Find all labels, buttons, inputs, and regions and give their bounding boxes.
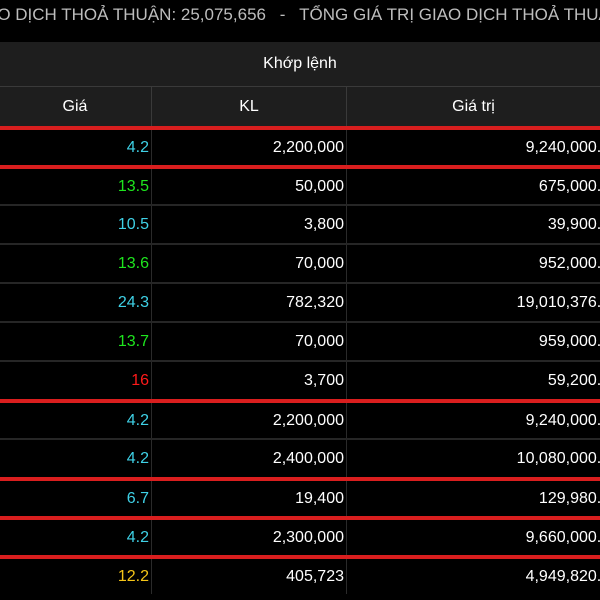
price-cell: 4.2 (126, 529, 149, 546)
column-divider (346, 440, 347, 477)
column-divider (346, 403, 347, 438)
price-cell: 13.7 (117, 333, 149, 350)
column-divider (346, 245, 347, 282)
volume-cell: 782,320 (286, 294, 344, 311)
column-divider (346, 130, 347, 165)
summary-bar: AO DỊCH THOẢ THUẬN: 25,075,656 - TỔNG GI… (0, 0, 600, 30)
column-divider (346, 284, 347, 321)
volume-cell: 405,723 (286, 568, 344, 585)
column-divider (151, 130, 152, 165)
summary-separator: - (279, 5, 286, 24)
column-divider (151, 169, 152, 204)
table-row[interactable]: 4.2 2,400,000 10,080,000.00 (0, 438, 600, 477)
value-cell: 10,080,000.00 (516, 450, 600, 467)
price-cell: 16 (131, 372, 149, 389)
table-row[interactable]: 12.2 405,723 4,949,820.60 (0, 555, 600, 594)
volume-cell: 2,200,000 (272, 139, 344, 156)
column-divider (151, 440, 152, 477)
column-divider (346, 520, 347, 555)
volume-cell: 3,800 (303, 216, 344, 233)
column-header-value[interactable]: Giá trị (452, 98, 495, 115)
price-cell: 10.5 (117, 216, 149, 233)
table-row[interactable]: 4.2 2,200,000 9,240,000.00 (0, 126, 600, 165)
price-cell: 13.6 (117, 255, 149, 272)
price-cell: 4.2 (126, 450, 149, 467)
column-divider (346, 362, 347, 399)
price-cell: 24.3 (117, 294, 149, 311)
price-cell: 13.5 (117, 178, 149, 195)
table-row[interactable]: 10.5 3,800 39,900.00 (0, 204, 600, 243)
table-row[interactable]: 13.5 50,000 675,000.00 (0, 165, 600, 204)
column-divider (346, 481, 347, 516)
volume-cell: 2,300,000 (272, 529, 344, 546)
column-divider (346, 87, 347, 126)
table-row[interactable]: 13.7 70,000 959,000.00 (0, 321, 600, 360)
table-row[interactable]: 13.6 70,000 952,000.00 (0, 243, 600, 282)
column-divider (346, 559, 347, 594)
price-cell: 4.2 (126, 412, 149, 429)
value-cell: 959,000.00 (538, 333, 600, 350)
volume-cell: 50,000 (295, 178, 344, 195)
column-divider (151, 245, 152, 282)
volume-cell: 19,400 (295, 490, 344, 507)
column-divider (346, 323, 347, 360)
group-header-label: Khớp lệnh (263, 55, 337, 72)
table-row[interactable]: 24.3 782,320 19,010,376.00 (0, 282, 600, 321)
value-cell: 19,010,376.00 (516, 294, 600, 311)
volume-cell: 2,200,000 (272, 412, 344, 429)
value-cell: 4,949,820.60 (525, 568, 600, 585)
value-cell: 675,000.00 (538, 178, 600, 195)
column-headers: Giá KL Giá trị (0, 87, 600, 126)
volume-cell: 70,000 (295, 255, 344, 272)
volume-cell: 70,000 (295, 333, 344, 350)
column-divider (151, 403, 152, 438)
price-cell: 4.2 (126, 139, 149, 156)
group-header-matched-orders: Khớp lệnh (0, 42, 600, 87)
table-row[interactable]: 4.2 2,300,000 9,660,000.00 (0, 516, 600, 555)
column-divider (151, 362, 152, 399)
column-divider (151, 206, 152, 243)
price-cell: 12.2 (117, 568, 149, 585)
column-divider (151, 559, 152, 594)
column-divider (151, 481, 152, 516)
volume-cell: 2,400,000 (272, 450, 344, 467)
table-row[interactable]: 16 3,700 59,200.00 (0, 360, 600, 399)
value-cell: 129,980.00 (538, 490, 600, 507)
column-divider (346, 169, 347, 204)
value-cell: 9,240,000.00 (525, 139, 600, 156)
total-value-summary: TỔNG GIÁ TRỊ GIAO DỊCH THOẢ THUẬ (299, 5, 600, 24)
trade-table-body: 4.2 2,200,000 9,240,000.00 13.5 50,000 675,00… (0, 126, 600, 594)
value-cell: 59,200.00 (547, 372, 600, 389)
table-row[interactable]: 6.7 19,400 129,980.00 (0, 477, 600, 516)
column-header-volume[interactable]: KL (239, 98, 259, 115)
column-divider (151, 87, 152, 126)
column-divider (346, 206, 347, 243)
column-header-price[interactable]: Giá (62, 98, 88, 115)
matched-volume-summary: AO DỊCH THOẢ THUẬN: 25,075,656 (0, 5, 266, 24)
value-cell: 39,900.00 (547, 216, 600, 233)
volume-cell: 3,700 (303, 372, 344, 389)
column-divider (151, 520, 152, 555)
value-cell: 952,000.00 (538, 255, 600, 272)
value-cell: 9,240,000.00 (525, 412, 600, 429)
value-cell: 9,660,000.00 (525, 529, 600, 546)
column-divider (151, 323, 152, 360)
price-cell: 6.7 (126, 490, 149, 507)
table-row[interactable]: 4.2 2,200,000 9,240,000.00 (0, 399, 600, 438)
column-divider (151, 284, 152, 321)
